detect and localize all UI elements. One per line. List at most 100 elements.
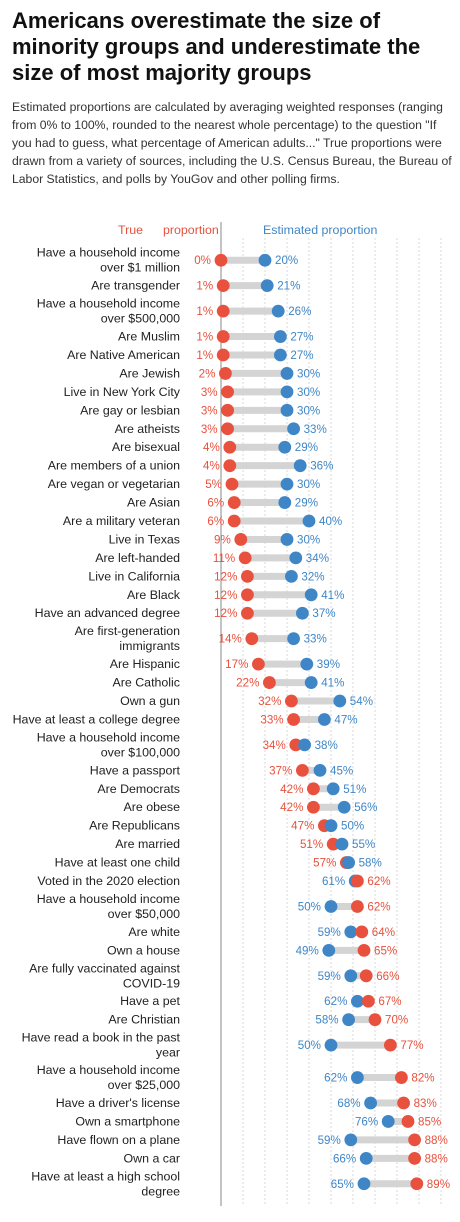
estimated-dot (342, 1013, 355, 1027)
chart-row: Have a household income over $25,000 62% 82… (37, 1063, 435, 1092)
true-value-label: 1% (196, 349, 213, 362)
estimated-dot (280, 385, 294, 399)
true-dot (216, 348, 230, 362)
estimated-value-label: 76% (355, 1115, 378, 1128)
true-value-label: 14% (219, 633, 242, 646)
true-value-label: 67% (378, 995, 401, 1008)
chart-row: Have a household income over $50,000 50% 62… (37, 892, 391, 921)
true-value-label: 4% (203, 460, 220, 473)
category-label: Are Muslim (118, 330, 180, 344)
chart-row: Own a gun 32% 54% (120, 694, 373, 708)
chart-row: Are Catholic 22% 41% (113, 676, 345, 690)
estimated-dot (359, 1151, 373, 1165)
true-dot (326, 837, 340, 851)
chart-row: Are Black 12% 41% (127, 588, 344, 602)
estimated-dot (285, 569, 298, 583)
true-dot (368, 1013, 382, 1027)
true-value-label: 89% (427, 1178, 450, 1191)
estimated-value-label: 66% (333, 1152, 356, 1165)
true-dot (227, 496, 241, 509)
true-value-label: 32% (258, 695, 281, 708)
estimated-value-label: 36% (310, 460, 333, 473)
true-value-label: 3% (201, 386, 218, 399)
estimated-value-label: 27% (290, 349, 313, 362)
estimated-value-label: 50% (341, 820, 364, 833)
chart-row: Have a driver's license 68% 83% (56, 1096, 437, 1110)
category-label: Own a smartphone (75, 1114, 180, 1128)
estimated-dot (351, 994, 364, 1008)
category-label: Are fully vaccinated against COVID-19 (29, 961, 180, 990)
estimated-dot (322, 943, 336, 957)
estimated-value-label: 58% (359, 857, 382, 870)
chart-row: Have an advanced degree 12% 37% (35, 606, 336, 620)
estimated-value-label: 62% (324, 1072, 347, 1085)
estimated-value-label: 30% (297, 404, 320, 417)
category-label: Are Hispanic (110, 657, 180, 671)
estimated-dot (344, 969, 358, 983)
chart-row: Live in New York City 3% 30% (64, 385, 321, 399)
category-label: Have a household income over $500,000 (37, 297, 180, 326)
category-label: Have at least a high school degree (31, 1169, 180, 1198)
chart-row: Are left-handed 11% 34% (95, 551, 329, 565)
true-value-label: 85% (418, 1115, 441, 1128)
chart-row: Are Native American 1% 27% (67, 348, 314, 362)
chart-row: Have a household income over $100,000 34% 3… (37, 730, 338, 759)
true-dot (221, 422, 235, 436)
true-dot (351, 874, 364, 888)
estimated-value-label: 37% (312, 607, 335, 620)
estimated-value-label: 20% (275, 254, 298, 267)
true-value-label: 3% (201, 423, 218, 436)
true-value-label: 88% (425, 1134, 448, 1147)
legend-header: True proportion Estimated proportion (118, 223, 377, 237)
true-dot (410, 1177, 424, 1191)
category-label: Have at least a college degree (13, 712, 180, 726)
category-label: Are white (128, 925, 180, 939)
chart-row: Have flown on a plane 59% 88% (57, 1133, 447, 1147)
category-label: Are Native American (67, 348, 180, 362)
estimated-dot (300, 657, 314, 671)
category-label: Are Republicans (89, 819, 180, 833)
true-value-label: 47% (291, 820, 314, 833)
chart-row: Are fully vaccinated against COVID-19 59% 6… (29, 961, 399, 990)
true-dot (285, 694, 298, 708)
chart-row: Are members of a union 4% 36% (48, 459, 334, 473)
true-dot (219, 367, 232, 380)
true-value-label: 12% (214, 570, 237, 583)
true-dot (307, 800, 320, 814)
estimated-value-label: 41% (321, 589, 344, 602)
estimated-dot (337, 800, 351, 814)
true-value-label: 37% (269, 764, 292, 777)
estimated-value-label: 39% (317, 658, 340, 671)
true-value-label: 12% (214, 589, 237, 602)
chart-row: Are first-generation immigrants 14% 33% (75, 624, 327, 653)
category-label: Are a military veteran (63, 514, 180, 528)
estimated-value-label: 45% (330, 764, 353, 777)
estimated-value-label: 27% (290, 331, 313, 344)
estimated-dot (344, 925, 358, 939)
estimated-dot (298, 738, 311, 752)
true-value-label: 65% (374, 944, 397, 957)
category-label: Live in California (88, 569, 180, 583)
chart-row: Are Republicans 47% 50% (89, 819, 364, 833)
estimated-value-label: 30% (297, 386, 320, 399)
estimated-dot (287, 632, 300, 646)
chart-row: Have a household income over $1 million 0%… (37, 246, 299, 275)
true-dot (223, 459, 237, 473)
category-label: Have read a book in the past year (22, 1031, 181, 1060)
chart-row: Are white 59% 64% (128, 925, 395, 939)
estimated-dot (260, 279, 274, 293)
estimated-value-label: 34% (306, 552, 329, 565)
true-value-label: 62% (367, 900, 390, 913)
true-value-label: 88% (425, 1152, 448, 1165)
true-value-label: 9% (214, 533, 231, 546)
true-value-label: 0% (194, 254, 211, 267)
category-label: Live in New York City (64, 385, 181, 399)
true-dot (359, 969, 373, 983)
estimated-dot (280, 477, 294, 491)
estimated-dot (326, 782, 340, 796)
chart-row: Own a smartphone 76% 85% (75, 1114, 441, 1128)
estimated-dot (318, 713, 331, 726)
category-label: Have a household income over $25,000 (37, 1063, 180, 1092)
true-dot (214, 253, 228, 267)
